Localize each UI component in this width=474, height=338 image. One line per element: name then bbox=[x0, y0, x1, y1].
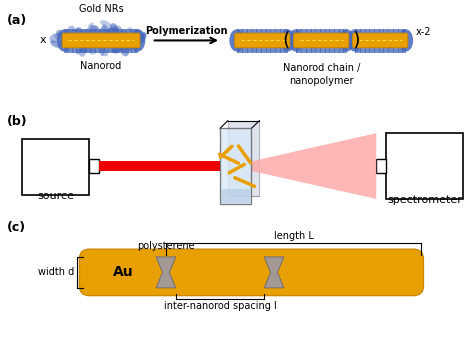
Ellipse shape bbox=[101, 24, 107, 35]
Ellipse shape bbox=[229, 29, 244, 52]
Ellipse shape bbox=[131, 43, 140, 51]
Ellipse shape bbox=[127, 27, 137, 35]
Ellipse shape bbox=[137, 32, 146, 44]
Bar bbox=[228, 121, 259, 196]
Bar bbox=[386, 133, 463, 199]
Text: Polymerization: Polymerization bbox=[145, 26, 228, 35]
Ellipse shape bbox=[100, 20, 111, 28]
Ellipse shape bbox=[102, 48, 108, 56]
Ellipse shape bbox=[57, 29, 72, 52]
Ellipse shape bbox=[50, 41, 60, 48]
Ellipse shape bbox=[110, 32, 117, 38]
Bar bbox=[22, 139, 89, 195]
Ellipse shape bbox=[339, 29, 354, 52]
Text: width d: width d bbox=[38, 267, 74, 277]
Bar bbox=[220, 128, 251, 204]
Text: Gold NRs: Gold NRs bbox=[79, 4, 123, 14]
FancyBboxPatch shape bbox=[80, 249, 423, 296]
Bar bbox=[99, 161, 220, 171]
Ellipse shape bbox=[79, 48, 86, 57]
Ellipse shape bbox=[115, 26, 122, 35]
Ellipse shape bbox=[91, 26, 100, 34]
Text: ): ) bbox=[353, 31, 360, 50]
Ellipse shape bbox=[100, 26, 109, 35]
Ellipse shape bbox=[398, 29, 413, 52]
Ellipse shape bbox=[140, 33, 146, 43]
Ellipse shape bbox=[59, 39, 65, 46]
Text: x: x bbox=[40, 35, 46, 45]
Ellipse shape bbox=[120, 44, 128, 51]
Ellipse shape bbox=[130, 29, 146, 52]
Ellipse shape bbox=[288, 29, 303, 52]
Ellipse shape bbox=[120, 45, 129, 56]
Text: (b): (b) bbox=[7, 115, 27, 128]
Ellipse shape bbox=[126, 42, 132, 50]
Ellipse shape bbox=[59, 38, 66, 48]
Ellipse shape bbox=[73, 28, 79, 33]
Ellipse shape bbox=[107, 28, 115, 34]
Ellipse shape bbox=[79, 29, 91, 38]
Ellipse shape bbox=[62, 39, 71, 50]
Ellipse shape bbox=[281, 29, 295, 52]
Ellipse shape bbox=[83, 41, 87, 53]
Text: Au: Au bbox=[113, 265, 134, 280]
Ellipse shape bbox=[74, 27, 82, 37]
Bar bbox=[89, 159, 99, 173]
Ellipse shape bbox=[87, 23, 93, 31]
Polygon shape bbox=[156, 257, 176, 288]
Ellipse shape bbox=[100, 47, 104, 56]
Text: source: source bbox=[37, 191, 74, 201]
Ellipse shape bbox=[127, 45, 133, 50]
Polygon shape bbox=[251, 133, 376, 199]
Ellipse shape bbox=[133, 30, 139, 40]
Ellipse shape bbox=[110, 23, 117, 31]
Ellipse shape bbox=[50, 33, 59, 43]
FancyBboxPatch shape bbox=[353, 33, 408, 48]
Text: Nanorod: Nanorod bbox=[81, 61, 122, 71]
Ellipse shape bbox=[67, 26, 75, 33]
Text: length L: length L bbox=[274, 232, 314, 241]
Text: inter-nanorod spacing l: inter-nanorod spacing l bbox=[164, 301, 276, 311]
Text: spectrometer: spectrometer bbox=[387, 195, 462, 205]
Bar bbox=[376, 159, 386, 173]
Ellipse shape bbox=[54, 33, 65, 41]
Ellipse shape bbox=[76, 48, 82, 54]
Ellipse shape bbox=[110, 25, 118, 33]
Ellipse shape bbox=[111, 41, 118, 53]
Ellipse shape bbox=[90, 25, 98, 31]
FancyBboxPatch shape bbox=[294, 33, 349, 48]
Text: Nanorod chain /
nanopolymer: Nanorod chain / nanopolymer bbox=[283, 63, 360, 86]
Ellipse shape bbox=[106, 27, 119, 34]
Text: (c): (c) bbox=[7, 221, 26, 234]
Bar bbox=[221, 189, 250, 203]
Text: polysterene: polysterene bbox=[137, 241, 195, 251]
Ellipse shape bbox=[111, 45, 123, 53]
FancyBboxPatch shape bbox=[235, 33, 290, 48]
Ellipse shape bbox=[79, 48, 85, 53]
Ellipse shape bbox=[56, 30, 63, 37]
FancyBboxPatch shape bbox=[62, 33, 140, 48]
Ellipse shape bbox=[113, 45, 121, 54]
Polygon shape bbox=[264, 257, 284, 288]
Text: x-2: x-2 bbox=[416, 27, 431, 37]
Text: (a): (a) bbox=[7, 14, 27, 27]
Ellipse shape bbox=[85, 45, 96, 55]
Text: (: ( bbox=[283, 31, 290, 50]
Ellipse shape bbox=[120, 30, 128, 38]
Ellipse shape bbox=[347, 29, 362, 52]
Ellipse shape bbox=[135, 29, 143, 41]
